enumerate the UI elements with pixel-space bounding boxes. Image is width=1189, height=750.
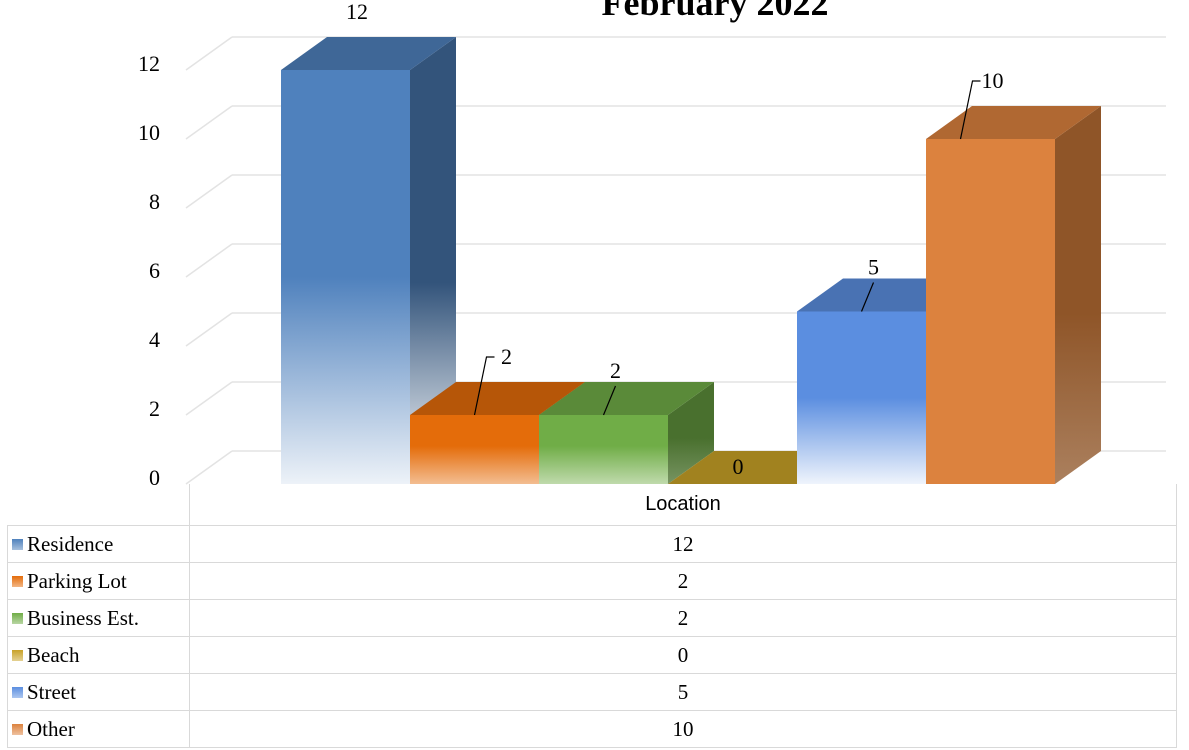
bar-top [410, 382, 585, 415]
series-value-cell: 2 [189, 599, 1177, 637]
series-value-cell: 5 [189, 673, 1177, 711]
table-row: Parking Lot 2 [7, 562, 1177, 600]
y-tick-label: 12 [138, 51, 160, 76]
series-name-cell: Other [7, 710, 190, 748]
y-tick-label: 10 [138, 120, 160, 145]
y-tick-label: 2 [149, 396, 160, 421]
bar-side [668, 382, 714, 484]
gridline-depth [185, 105, 233, 140]
table-row: Beach 0 [7, 636, 1177, 674]
bar-top [926, 106, 1101, 139]
legend-swatch [12, 575, 23, 587]
data-labels: 12 2 2 0 5 10 [346, 0, 1004, 479]
label-leader [959, 80, 981, 140]
series-name-cell: Business Est. [7, 599, 190, 637]
label-leader [602, 385, 617, 416]
chart-area: February 2022 0 2 4 6 8 10 12 12 2 2 0 5 10 [138, 0, 1166, 490]
series-name-cell: Parking Lot [7, 562, 190, 600]
bar-front [797, 311, 926, 484]
series-name: Other [27, 716, 75, 741]
table-header-row: Location [8, 484, 1177, 526]
bar-other [926, 106, 1101, 484]
series-name: Parking Lot [27, 568, 127, 593]
series-name: Business Est. [27, 605, 140, 630]
series-name-cell: Street [7, 673, 190, 711]
series-name: Beach [27, 642, 80, 667]
label-leader [473, 356, 495, 416]
legend-swatch [12, 538, 23, 550]
gridline-depth [185, 450, 233, 485]
gridline-depth [185, 174, 233, 209]
series-name-cell: Beach [7, 636, 190, 674]
gridline-depth [185, 312, 233, 347]
gridline-depth [185, 36, 233, 71]
bars [281, 37, 1101, 484]
table-row: Other 10 [7, 710, 1177, 748]
data-table: Location Residence 12 Parking Lot 2 Business… [7, 484, 1177, 748]
gridline-depth [185, 243, 233, 278]
bar-front [281, 70, 410, 484]
bar-top [281, 37, 456, 70]
bar-side [410, 37, 456, 484]
data-label: 2 [501, 344, 512, 369]
legend-swatch [12, 612, 23, 624]
data-label: 5 [868, 255, 879, 280]
label-leader [860, 282, 875, 312]
table-row: Residence 12 [7, 525, 1177, 563]
bar-front [539, 415, 668, 484]
table-row: Street 5 [7, 673, 1177, 711]
bar-top [539, 382, 714, 415]
bar-residence [281, 37, 456, 484]
bar-front [410, 415, 539, 484]
data-label: 10 [982, 68, 1004, 93]
chart-title: February 2022 [602, 0, 829, 23]
bar-business-est [539, 382, 714, 484]
table-row: Business Est. 2 [7, 599, 1177, 637]
series-name-cell: Residence [7, 525, 190, 563]
series-value-cell: 0 [189, 636, 1177, 674]
y-tick-label: 8 [149, 189, 160, 214]
series-value-cell: 2 [189, 562, 1177, 600]
data-label: 2 [610, 358, 621, 383]
data-label: 12 [346, 0, 368, 24]
y-axis: 0 2 4 6 8 10 12 [138, 51, 160, 490]
bar-side [1055, 106, 1101, 484]
bar-front [926, 139, 1055, 484]
series-value-cell: 10 [189, 710, 1177, 748]
y-tick-label: 0 [149, 465, 160, 490]
y-tick-label: 6 [149, 258, 160, 283]
gridline-depth [185, 381, 233, 416]
y-tick-label: 4 [149, 327, 160, 352]
legend-swatch [12, 723, 23, 735]
legend-swatch [12, 649, 23, 661]
legend-swatch [12, 686, 23, 698]
category-label: Location [189, 484, 1177, 526]
series-value-cell: 12 [189, 525, 1177, 563]
series-name: Residence [27, 531, 114, 556]
series-name: Street [27, 679, 76, 704]
data-label: 0 [733, 454, 744, 479]
